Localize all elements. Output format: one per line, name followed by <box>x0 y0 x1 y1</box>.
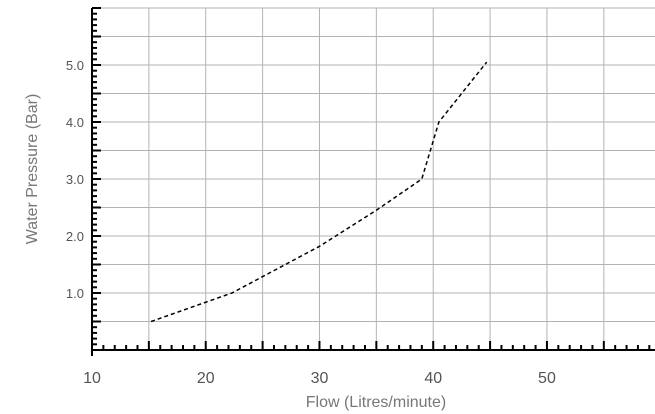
x-tick-label: 30 <box>311 370 329 387</box>
x-tick-label: 40 <box>424 370 442 387</box>
x-tick-label: 20 <box>197 370 215 387</box>
x-axis-tick-labels: 10 20 30 40 50 <box>83 370 556 387</box>
x-tick-label: 50 <box>538 370 556 387</box>
y-tick-label: 4.0 <box>66 115 84 130</box>
y-axis-minor-ticks <box>92 7 101 346</box>
y-tick-label: 5.0 <box>66 58 84 73</box>
x-axis-minor-ticks <box>91 341 651 356</box>
axes <box>91 7 655 356</box>
grid-lines <box>92 7 655 350</box>
y-tick-label: 2.0 <box>66 229 84 244</box>
y-tick-label: 3.0 <box>66 172 84 187</box>
y-axis-tick-labels: 1.0 2.0 3.0 4.0 5.0 <box>66 58 84 301</box>
series-line <box>150 61 488 323</box>
y-axis-title: Water Pressure (Bar) <box>24 94 41 245</box>
y-tick-label: 1.0 <box>66 286 84 301</box>
x-tick-label: 10 <box>83 370 101 387</box>
series-group <box>150 61 488 323</box>
x-axis-title: Flow (Litres/minute) <box>306 394 446 411</box>
